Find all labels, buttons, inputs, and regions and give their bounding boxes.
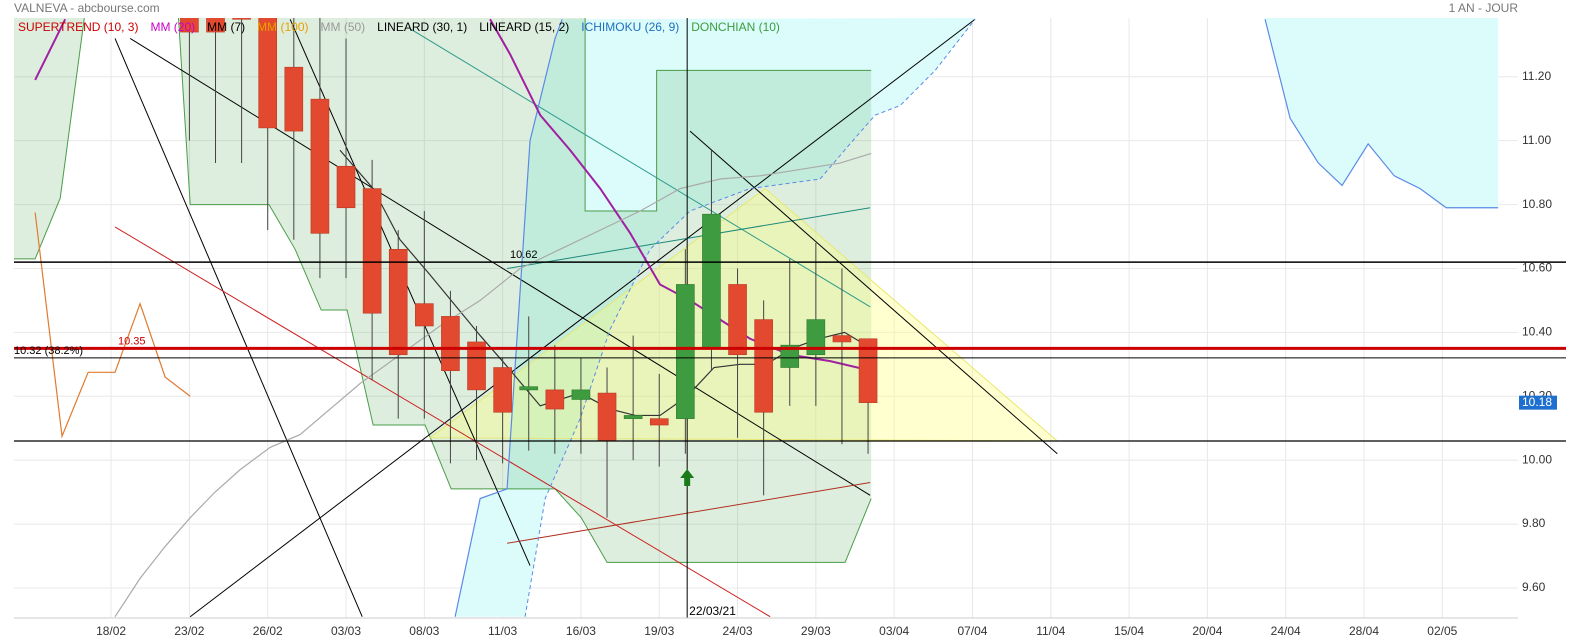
last-price-label: 10.18 [1522,395,1552,409]
crosshair-label: 22/03/21 [689,604,736,618]
candle-body [180,18,199,33]
x-tick-label: 11/03 [488,624,517,638]
x-tick-label: 23/02 [174,624,204,638]
x-tick-label: 18/02 [96,624,126,638]
y-tick-label: 10.80 [1522,197,1552,211]
candle-body [493,367,512,413]
legend-item: MM (7) [207,20,245,34]
level-label: 10.35 [118,335,146,347]
candle-body [336,165,356,209]
trend-line [409,28,871,308]
candle-body [806,319,826,356]
x-tick-label: 24/04 [1271,624,1301,638]
x-tick-label: 16/03 [566,624,596,638]
legend-item: DONCHIAN (10) [691,20,780,34]
trend-line [506,482,871,544]
x-tick-label: 02/05 [1427,624,1457,638]
x-tick-label: 03/03 [331,624,361,638]
ichimoku-cloud [1265,18,1499,208]
x-tick-label: 26/02 [253,624,283,638]
x-tick-label: 24/03 [723,624,753,638]
trend-line [129,38,871,496]
x-tick-label: 29/03 [801,624,831,638]
donchian-upper [584,18,872,212]
indicator-line [114,152,872,618]
y-tick-label: 11.20 [1522,69,1551,83]
period: 1 AN - JOUR [1449,1,1519,15]
x-tick-label: 28/04 [1349,624,1379,638]
candle-body [545,389,565,410]
candle-body [415,303,434,327]
y-tick-label: 11.00 [1522,133,1551,147]
candle-body [310,98,330,234]
x-tick-label: 20/04 [1192,624,1222,638]
trend-line [189,18,976,618]
x-tick-label: 08/03 [409,624,439,638]
indicator-line [34,212,191,439]
candle-body [676,284,695,419]
legend-item: MM (20) [150,20,195,34]
candle-body [649,418,669,426]
trend-line [289,19,531,566]
level-label: 10.62 [510,249,538,261]
candle-body [258,18,278,129]
x-tick-label: 07/04 [957,624,987,638]
candle-body [858,338,878,403]
candle-body [232,18,251,20]
legend-item: LINEARD (15, 2) [479,20,569,34]
donchian-lower [178,18,872,563]
chart-title: VALNEVA - abcbourse.com [14,1,160,15]
x-tick-label: 11/04 [1036,624,1065,638]
signal-arrow [680,469,695,486]
donchian-band [14,18,85,259]
candle-body [754,319,773,413]
legend-item: ICHIMOKU (26, 9) [581,20,679,34]
ichimoku-line [1264,19,1499,209]
candle-body [571,389,591,400]
candle-body [467,341,486,391]
candle-body [832,335,852,343]
trend-line [114,38,363,617]
plot-area [14,18,1499,618]
trend-line [689,130,1058,455]
candle-body [362,188,382,314]
y-tick-label: 10.60 [1522,261,1552,275]
legend-item: MM (100) [257,20,308,34]
x-tick-label: 15/04 [1114,624,1144,638]
last-price-box [1519,395,1557,410]
level-label: 10.32 (38.2%) [14,345,83,357]
y-tick-label: 9.60 [1522,580,1546,594]
candle-body [388,249,408,356]
trend-line [114,226,771,618]
legend-item: MM (50) [321,20,366,34]
x-tick-label: 03/04 [879,624,909,638]
donchian-band [178,18,872,563]
ichimoku-line [454,19,563,617]
candle-body [728,284,747,356]
donchian-lower [14,18,85,260]
y-tick-label: 9.80 [1522,516,1546,530]
candle-body [206,18,225,33]
y-tick-label: 10.40 [1522,325,1552,339]
x-tick-label: 19/03 [644,624,674,638]
candle-body [702,213,721,349]
trend-line [506,207,871,269]
candle-body [780,344,800,368]
candle-body [519,386,539,391]
indicator-line [34,18,67,81]
legend-item: SUPERTREND (10, 3) [18,20,138,34]
legend-item: LINEARD (30, 1) [377,20,467,34]
candle-body [284,66,304,132]
y-tick-label: 10.00 [1522,452,1552,466]
candle-body [597,392,617,442]
candle-body [623,415,643,419]
candle-body [441,316,460,372]
